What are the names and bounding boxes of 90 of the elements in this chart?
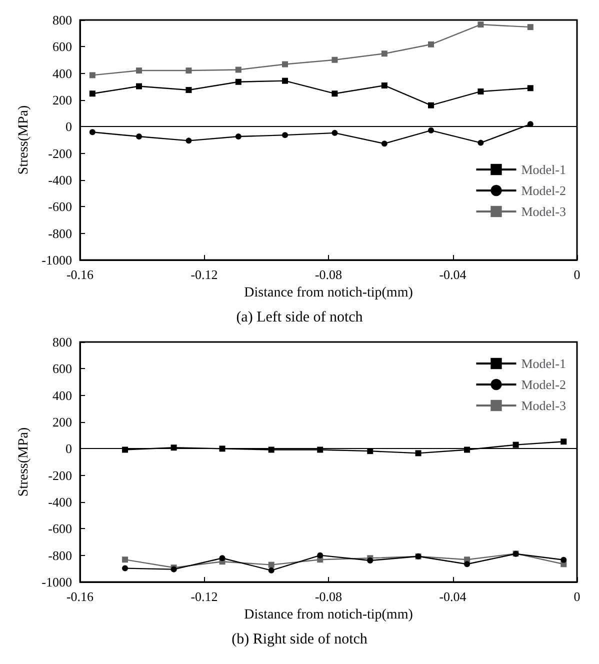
- x-tick-label: 0: [574, 267, 580, 282]
- y-tick-label: 600: [52, 361, 72, 376]
- point: [415, 450, 422, 456]
- point: [268, 562, 274, 568]
- point: [89, 90, 96, 97]
- point: [464, 446, 470, 453]
- y-tick-label: -400: [48, 172, 72, 188]
- point: [186, 138, 192, 144]
- y-tick-label: -200: [48, 146, 72, 161]
- point: [170, 444, 177, 451]
- point: [282, 132, 288, 138]
- y-tick-label: 800: [52, 334, 72, 350]
- point: [268, 446, 274, 453]
- point: [186, 68, 192, 74]
- point: [122, 556, 128, 563]
- point: [186, 87, 192, 93]
- legend-label: Model-3: [521, 204, 566, 219]
- y-tick-label: -800: [48, 548, 72, 563]
- x-tick-label: 0: [574, 589, 580, 604]
- point: [428, 127, 434, 134]
- point: [478, 88, 484, 94]
- point: [527, 24, 534, 30]
- point: [122, 565, 128, 572]
- y-tick-label: 600: [52, 39, 72, 54]
- x-axis-title: Distance from notich-tip(mm): [244, 607, 414, 622]
- point: [122, 446, 128, 453]
- y-tick-label: -600: [48, 521, 72, 536]
- legend-label: Model-3: [521, 398, 566, 413]
- legend-label: Model-1: [521, 162, 566, 177]
- point: [332, 56, 338, 63]
- point: [464, 561, 470, 568]
- point: [527, 85, 534, 92]
- point: [235, 66, 242, 73]
- point: [136, 83, 142, 90]
- point: [136, 68, 142, 74]
- x-tick-label: -0.16: [66, 267, 94, 282]
- y-tick-label: 200: [52, 92, 72, 108]
- y-tick-label: 0: [66, 119, 72, 134]
- point: [219, 555, 226, 562]
- point: [560, 438, 567, 445]
- point: [367, 558, 374, 564]
- y-axis-title: Stress(MPa): [16, 427, 32, 497]
- point: [89, 72, 96, 78]
- point: [512, 442, 519, 448]
- point: [89, 129, 96, 136]
- x-tick-label: -0.04: [439, 267, 467, 282]
- y-tick-label: -1000: [42, 252, 72, 268]
- point: [282, 78, 288, 84]
- text: (b) Right side of notch: [232, 632, 368, 648]
- x-tick-label: -0.12: [190, 267, 218, 282]
- x-tick-label: -0.08: [314, 267, 342, 282]
- point: [282, 61, 288, 68]
- y-tick-label: -600: [48, 199, 72, 214]
- y-tick-label: -800: [48, 226, 72, 241]
- point: [235, 134, 242, 140]
- point: [381, 50, 388, 57]
- point: [381, 140, 388, 147]
- legend-label: Model-2: [521, 183, 566, 198]
- point: [268, 567, 274, 574]
- y-tick-label: 200: [52, 414, 72, 430]
- point: [219, 446, 226, 452]
- point: [560, 556, 567, 563]
- point: [136, 134, 142, 140]
- y-tick-label: 400: [52, 66, 72, 81]
- y-tick-label: -200: [48, 468, 72, 483]
- y-axis-title: Stress(MPa): [16, 105, 32, 175]
- legend-label: Model-2: [521, 377, 566, 392]
- x-tick-label: -0.08: [314, 589, 342, 604]
- point: [527, 121, 534, 128]
- point: [428, 102, 434, 108]
- x-tick-label: -0.12: [190, 589, 218, 604]
- text: (a) Left side of notch: [236, 310, 364, 326]
- y-tick-label: -400: [48, 494, 72, 510]
- point: [317, 552, 324, 558]
- point: [332, 90, 338, 97]
- y-tick-label: 0: [66, 441, 72, 456]
- x-axis-title: Distance from notich-tip(mm): [244, 285, 414, 300]
- y-tick-label: 800: [52, 12, 72, 28]
- point: [428, 41, 434, 48]
- x-tick-label: -0.16: [66, 589, 94, 604]
- point: [332, 130, 338, 136]
- point: [235, 78, 242, 85]
- y-tick-label: -1000: [42, 574, 72, 590]
- point: [478, 140, 484, 146]
- point: [317, 446, 324, 453]
- legend-label: Model-1: [521, 356, 566, 371]
- point: [478, 22, 484, 28]
- point: [381, 82, 388, 88]
- x-tick-label: -0.04: [439, 589, 467, 604]
- y-tick-label: 400: [52, 388, 72, 403]
